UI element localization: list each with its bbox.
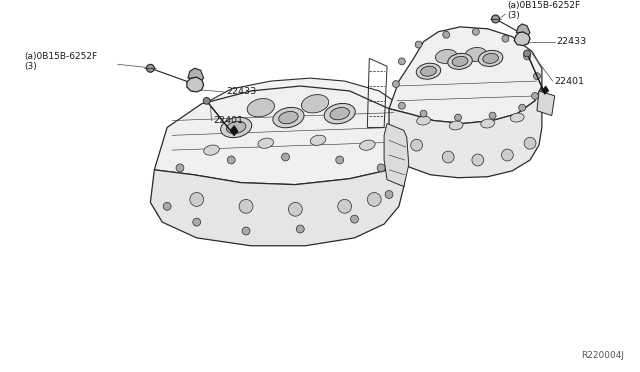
Circle shape: [147, 64, 154, 72]
Circle shape: [524, 50, 531, 57]
Circle shape: [385, 190, 393, 198]
Circle shape: [377, 164, 385, 172]
Circle shape: [227, 156, 235, 164]
Text: (3): (3): [24, 62, 37, 71]
Circle shape: [532, 92, 538, 99]
Circle shape: [524, 53, 531, 60]
Ellipse shape: [478, 50, 503, 66]
Ellipse shape: [273, 108, 304, 128]
Ellipse shape: [416, 63, 441, 79]
Text: 22401: 22401: [214, 116, 243, 125]
Circle shape: [534, 73, 540, 80]
Ellipse shape: [481, 119, 495, 128]
Ellipse shape: [417, 116, 431, 125]
Ellipse shape: [449, 121, 463, 130]
Circle shape: [472, 154, 484, 166]
Ellipse shape: [247, 99, 275, 117]
Ellipse shape: [360, 140, 375, 150]
Ellipse shape: [448, 53, 472, 69]
Circle shape: [502, 149, 513, 161]
Text: 22433: 22433: [227, 87, 257, 96]
Circle shape: [492, 15, 499, 23]
Polygon shape: [154, 86, 404, 185]
Circle shape: [203, 97, 210, 104]
Polygon shape: [150, 153, 404, 246]
Circle shape: [367, 193, 381, 206]
Ellipse shape: [221, 117, 252, 138]
Ellipse shape: [483, 54, 499, 63]
Text: (a)0B15B-6252F: (a)0B15B-6252F: [24, 52, 97, 61]
Circle shape: [282, 153, 289, 161]
Circle shape: [296, 225, 304, 233]
Circle shape: [239, 199, 253, 213]
Polygon shape: [515, 32, 530, 46]
Text: 22401: 22401: [555, 77, 585, 86]
Circle shape: [489, 112, 496, 119]
Circle shape: [351, 215, 358, 223]
Circle shape: [338, 199, 351, 213]
Circle shape: [398, 58, 405, 65]
Circle shape: [193, 218, 201, 226]
Circle shape: [242, 227, 250, 235]
Polygon shape: [537, 91, 555, 116]
Circle shape: [442, 151, 454, 163]
Polygon shape: [152, 140, 399, 237]
Text: R220004J: R220004J: [580, 351, 624, 360]
Polygon shape: [542, 86, 548, 94]
Circle shape: [398, 102, 405, 109]
Circle shape: [502, 35, 509, 42]
Ellipse shape: [324, 103, 355, 124]
Ellipse shape: [204, 145, 220, 155]
Polygon shape: [389, 27, 542, 124]
Circle shape: [524, 137, 536, 149]
Text: 22433: 22433: [557, 37, 587, 46]
Ellipse shape: [465, 48, 486, 61]
Polygon shape: [230, 125, 238, 135]
Ellipse shape: [278, 112, 298, 124]
Polygon shape: [404, 131, 409, 187]
Circle shape: [176, 164, 184, 172]
Ellipse shape: [258, 138, 273, 148]
Circle shape: [454, 114, 461, 121]
Circle shape: [190, 193, 204, 206]
Ellipse shape: [452, 56, 468, 66]
Polygon shape: [157, 78, 409, 177]
Circle shape: [411, 139, 422, 151]
Circle shape: [420, 110, 427, 117]
Polygon shape: [188, 68, 204, 80]
Circle shape: [443, 31, 450, 38]
Circle shape: [163, 202, 171, 210]
Ellipse shape: [227, 121, 246, 134]
Ellipse shape: [310, 135, 326, 145]
Text: (3): (3): [508, 11, 520, 20]
Ellipse shape: [301, 94, 329, 113]
Polygon shape: [384, 124, 409, 187]
Circle shape: [392, 81, 399, 87]
Ellipse shape: [435, 49, 457, 64]
Ellipse shape: [510, 113, 524, 122]
Ellipse shape: [420, 66, 436, 76]
Circle shape: [289, 202, 302, 216]
Circle shape: [415, 41, 422, 48]
Circle shape: [518, 104, 525, 111]
Circle shape: [472, 28, 479, 35]
Text: (a)0B15B-6252F: (a)0B15B-6252F: [508, 1, 580, 10]
Polygon shape: [187, 77, 204, 92]
Polygon shape: [389, 86, 542, 178]
Circle shape: [336, 156, 344, 164]
Ellipse shape: [330, 108, 349, 120]
Polygon shape: [516, 24, 530, 35]
